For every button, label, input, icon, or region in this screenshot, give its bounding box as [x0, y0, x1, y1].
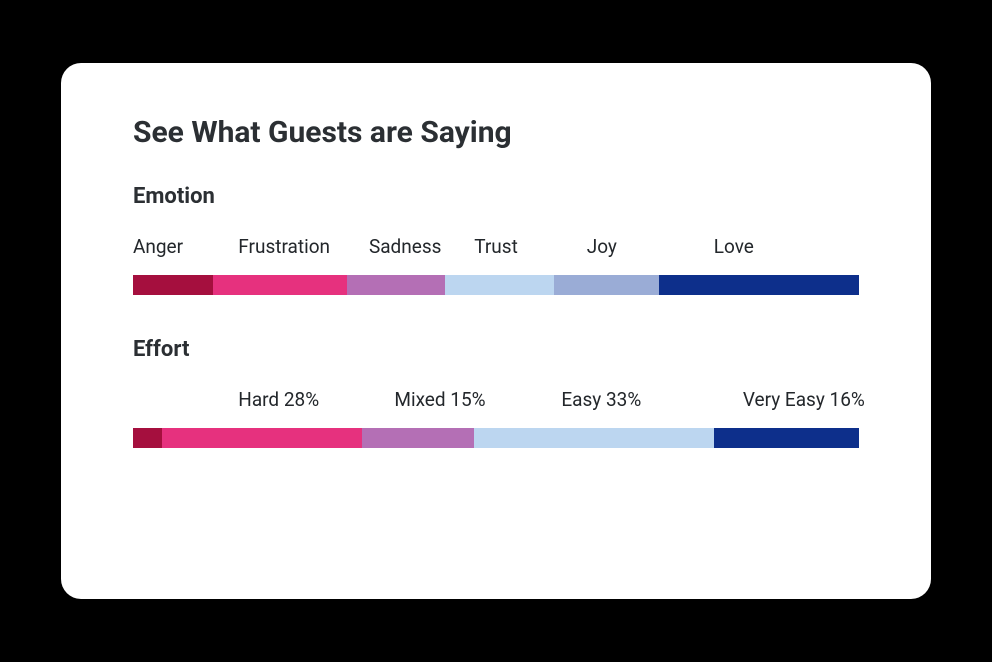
effort-heading: Effort [133, 337, 859, 362]
emotion-labels-row: Anger Frustration Sadness Trust Joy Love [133, 235, 859, 261]
emotion-section: Emotion Anger Frustration Sadness Trust … [133, 184, 859, 295]
feedback-card: See What Guests are Saying Emotion Anger… [61, 63, 931, 599]
effort-section: Effort Hard 28% Mixed 15% Easy 33% Very … [133, 337, 859, 448]
emotion-segment-sadness [347, 275, 445, 295]
effort-segment-very-easy [714, 428, 859, 448]
emotion-segment-joy [554, 275, 659, 295]
effort-label: Easy 33% [561, 388, 641, 411]
effort-segment-very-hard [133, 428, 162, 448]
emotion-label: Frustration [238, 235, 330, 258]
emotion-segment-anger [133, 275, 213, 295]
emotion-segment-love [659, 275, 859, 295]
effort-segment-mixed [362, 428, 475, 448]
effort-label: Hard 28% [238, 388, 319, 411]
effort-bar [133, 428, 859, 448]
page-title: See What Guests are Saying [133, 115, 859, 150]
emotion-segment-trust [445, 275, 554, 295]
effort-label: Very Easy 16% [743, 388, 865, 411]
effort-labels-row: Hard 28% Mixed 15% Easy 33% Very Easy 16… [133, 388, 859, 414]
effort-label: Mixed 15% [394, 388, 485, 411]
emotion-label: Joy [587, 235, 617, 258]
emotion-label: Trust [474, 235, 518, 258]
emotion-label: Sadness [369, 235, 442, 258]
emotion-bar [133, 275, 859, 295]
emotion-heading: Emotion [133, 184, 859, 209]
emotion-label: Love [714, 235, 754, 258]
effort-segment-easy [474, 428, 714, 448]
effort-segment-hard [162, 428, 362, 448]
emotion-label: Anger [133, 235, 183, 258]
emotion-segment-frustration [213, 275, 347, 295]
